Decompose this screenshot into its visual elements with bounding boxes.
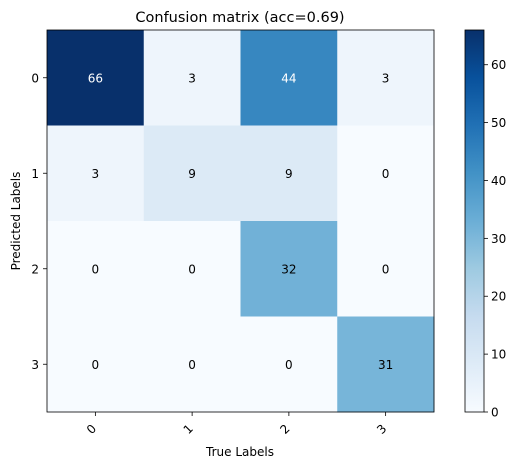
x-axis: 0 1 2 3 (84, 412, 389, 437)
heatmap-cell (337, 316, 435, 413)
colorbar-gradient (465, 30, 484, 412)
heatmap-cell (337, 221, 435, 317)
colorbar-tick-label: 50 (491, 116, 506, 130)
x-axis-label: True Labels (205, 445, 274, 459)
y-tick-label: 3 (31, 358, 39, 372)
heatmap-frame (46, 29, 435, 413)
colorbar-tick-label: 30 (491, 232, 506, 246)
x-tick-label: 1 (181, 422, 196, 437)
heatmap-cell (240, 30, 338, 126)
y-axis: 0 1 2 3 (31, 71, 47, 372)
colorbar-tick-label: 40 (491, 174, 506, 188)
colorbar-tick-label: 0 (491, 406, 499, 420)
heatmap-cell (337, 30, 435, 126)
cell-value-label: 3 (188, 71, 196, 85)
heatmap-cell (240, 316, 338, 413)
heatmap-cell (240, 125, 338, 222)
heatmap-cell (47, 316, 145, 413)
cell-value-label: 32 (281, 262, 296, 276)
heatmap-cell (240, 221, 338, 317)
y-axis-label: Predicted Labels (9, 172, 23, 271)
cell-value-label: 0 (188, 262, 196, 276)
heatmap-cell (337, 125, 435, 222)
heatmap-cell (143, 221, 241, 317)
heatmap-cell (143, 316, 241, 413)
chart-title: Confusion matrix (acc=0.69) (135, 10, 344, 26)
y-tick-label: 1 (31, 167, 39, 181)
cell-value-label: 9 (285, 167, 293, 181)
colorbar: 0 10 20 30 40 50 60 (464, 29, 506, 420)
y-tick-label: 0 (31, 71, 39, 85)
heatmap-cell (47, 30, 145, 126)
heatmap-cell (143, 30, 241, 126)
colorbar-frame (464, 29, 485, 413)
heatmap-cell (47, 125, 145, 222)
cell-value-label: 44 (281, 71, 296, 85)
cell-value-label: 0 (92, 262, 100, 276)
colorbar-tick-label: 20 (491, 290, 506, 304)
cell-value-label: 0 (382, 262, 390, 276)
cell-value-label: 9 (188, 167, 196, 181)
cell-value-label: 0 (382, 167, 390, 181)
colorbar-ticks: 0 10 20 30 40 50 60 (484, 58, 506, 420)
cell-value-label: 66 (88, 71, 103, 85)
colorbar-tick-label: 60 (491, 58, 506, 72)
cell-value-label: 0 (285, 358, 293, 372)
cell-value-label: 3 (382, 71, 390, 85)
cell-value-label: 31 (378, 358, 393, 372)
colorbar-tick-label: 10 (491, 348, 506, 362)
x-tick-label: 2 (277, 422, 292, 437)
heatmap-cell (47, 221, 145, 317)
x-tick-label: 0 (84, 422, 99, 437)
x-tick-label: 3 (374, 422, 389, 437)
cell-value-label: 0 (92, 358, 100, 372)
cell-value-label: 0 (188, 358, 196, 372)
heatmap-cell (143, 125, 241, 222)
y-tick-label: 2 (31, 262, 39, 276)
cell-value-label: 3 (92, 167, 100, 181)
heatmap-cells: 66 3 44 3 3 9 9 0 0 0 32 0 0 0 0 31 (47, 30, 435, 413)
